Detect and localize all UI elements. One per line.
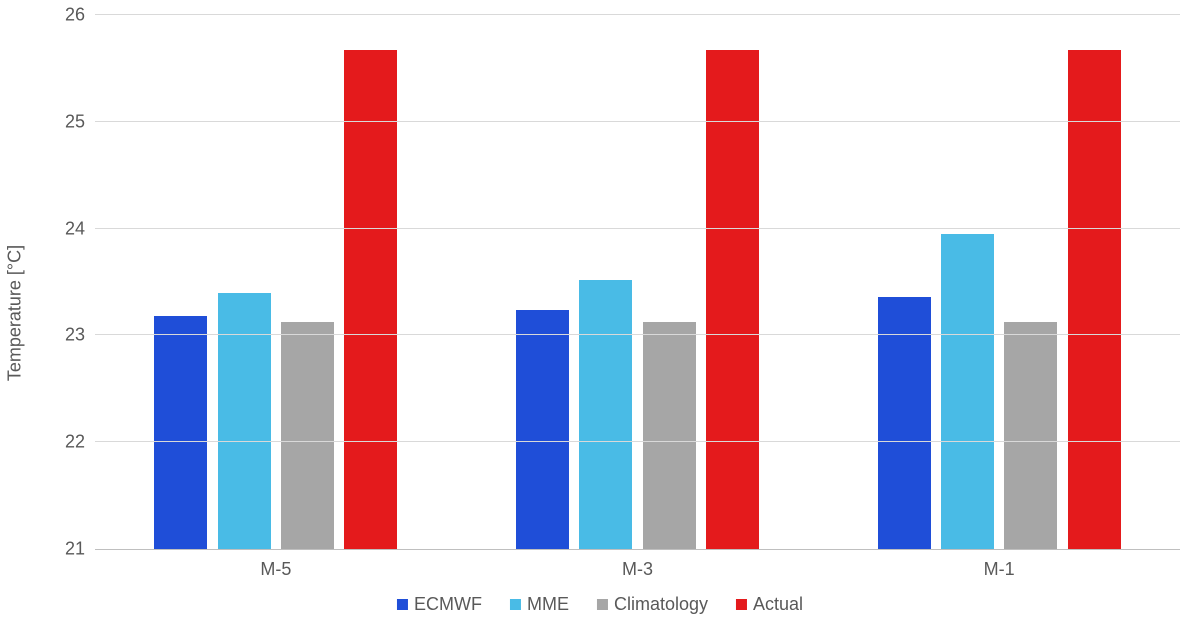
legend-label: Actual bbox=[753, 594, 803, 615]
bar bbox=[706, 50, 759, 549]
legend-swatch bbox=[397, 599, 408, 610]
gridline bbox=[95, 228, 1180, 229]
bar-group bbox=[457, 15, 819, 549]
bar-group bbox=[818, 15, 1180, 549]
bar-group bbox=[95, 15, 457, 549]
bar bbox=[579, 280, 632, 549]
bar bbox=[218, 293, 271, 549]
gridline bbox=[95, 121, 1180, 122]
x-tick-label: M-5 bbox=[260, 559, 291, 580]
plot-area: 212223242526M-5M-3M-1 bbox=[95, 15, 1180, 550]
legend-item: ECMWF bbox=[397, 594, 482, 615]
legend-item: MME bbox=[510, 594, 569, 615]
legend-label: Climatology bbox=[614, 594, 708, 615]
y-axis-label: Temperature [°C] bbox=[5, 244, 26, 380]
gridline bbox=[95, 14, 1180, 15]
bar bbox=[1004, 322, 1057, 549]
legend-label: ECMWF bbox=[414, 594, 482, 615]
x-tick-label: M-1 bbox=[984, 559, 1015, 580]
legend-swatch bbox=[510, 599, 521, 610]
temperature-bar-chart: Temperature [°C] 212223242526M-5M-3M-1 E… bbox=[0, 0, 1200, 625]
bar bbox=[281, 322, 334, 549]
legend: ECMWF MME Climatology Actual bbox=[397, 594, 803, 615]
bar bbox=[643, 322, 696, 549]
legend-item: Climatology bbox=[597, 594, 708, 615]
gridline bbox=[95, 441, 1180, 442]
bar bbox=[154, 316, 207, 549]
y-tick-label: 21 bbox=[65, 539, 85, 560]
y-tick-label: 25 bbox=[65, 111, 85, 132]
legend-swatch bbox=[736, 599, 747, 610]
bars-layer bbox=[95, 15, 1180, 549]
bar bbox=[516, 310, 569, 549]
legend-item: Actual bbox=[736, 594, 803, 615]
gridline bbox=[95, 334, 1180, 335]
bar bbox=[344, 50, 397, 549]
legend-swatch bbox=[597, 599, 608, 610]
bar bbox=[1068, 50, 1121, 549]
legend-label: MME bbox=[527, 594, 569, 615]
y-tick-label: 26 bbox=[65, 5, 85, 26]
x-tick-label: M-3 bbox=[622, 559, 653, 580]
bar bbox=[941, 234, 994, 549]
y-tick-label: 24 bbox=[65, 218, 85, 239]
y-tick-label: 23 bbox=[65, 325, 85, 346]
y-tick-label: 22 bbox=[65, 432, 85, 453]
